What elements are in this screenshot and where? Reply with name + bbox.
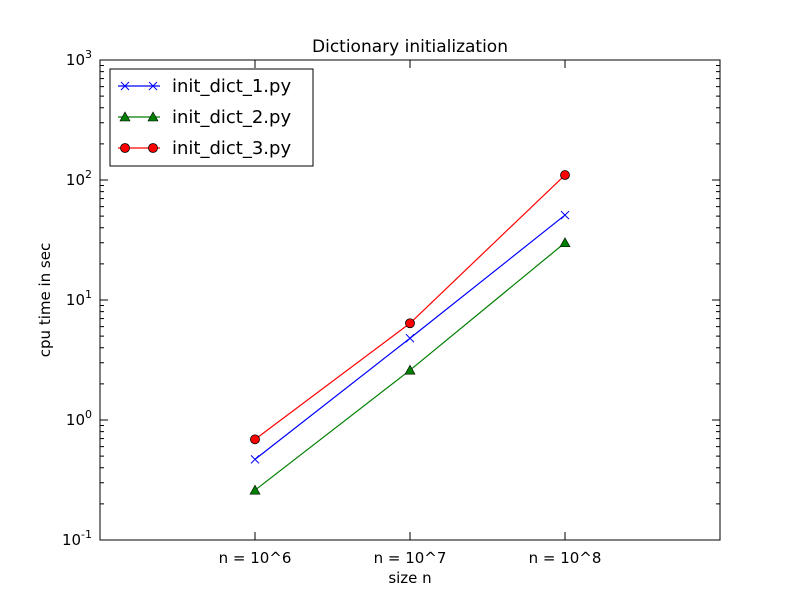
- y-tick-label: 100: [66, 408, 92, 429]
- legend-entry: init_dict_3.py: [118, 138, 291, 159]
- y-tick-label: 10-1: [62, 528, 92, 549]
- x-axis-label: size n: [388, 569, 431, 587]
- legend: init_dict_1.py init_dict_2.py init_dict_3.…: [109, 68, 314, 167]
- series-1: [250, 210, 570, 464]
- legend-marker: [148, 81, 158, 91]
- legend-entry: init_dict_2.py: [118, 107, 291, 128]
- data-point: [404, 364, 416, 375]
- data-point: [559, 237, 571, 248]
- data-point: [405, 318, 415, 329]
- x-tick-label: n = 10^6: [219, 549, 292, 567]
- y-axis: 10-1 100 101 102 103: [62, 48, 720, 549]
- series-2: [249, 237, 571, 495]
- data-point: [250, 434, 260, 445]
- x-tick-label: n = 10^8: [529, 549, 602, 567]
- y-tick-label: 101: [66, 288, 92, 309]
- y-tick-label: 102: [66, 168, 92, 189]
- legend-label: init_dict_2.py: [172, 107, 291, 128]
- data-point: [560, 170, 570, 180]
- legend-marker: [148, 143, 158, 153]
- y-tick-label: 103: [66, 48, 92, 69]
- legend-marker: [147, 111, 159, 122]
- legend-marker: [120, 81, 130, 91]
- data-point: [249, 484, 261, 495]
- x-tick-label: n = 10^7: [374, 549, 447, 567]
- series-3: [250, 170, 570, 445]
- legend-label: init_dict_1.py: [172, 76, 291, 97]
- legend-marker: [119, 111, 131, 122]
- data-point: [250, 454, 260, 464]
- y-axis-label: cpu time in sec: [36, 243, 54, 357]
- legend-marker: [120, 143, 130, 153]
- data-point: [405, 333, 415, 343]
- legend-entry: init_dict_1.py: [118, 76, 291, 97]
- series-layer: [249, 170, 571, 495]
- x-axis: n = 10^6 n = 10^7 n = 10^8: [219, 60, 602, 567]
- legend-label: init_dict_3.py: [172, 138, 291, 159]
- chart-title: Dictionary initialization: [312, 37, 508, 57]
- data-point: [560, 210, 570, 220]
